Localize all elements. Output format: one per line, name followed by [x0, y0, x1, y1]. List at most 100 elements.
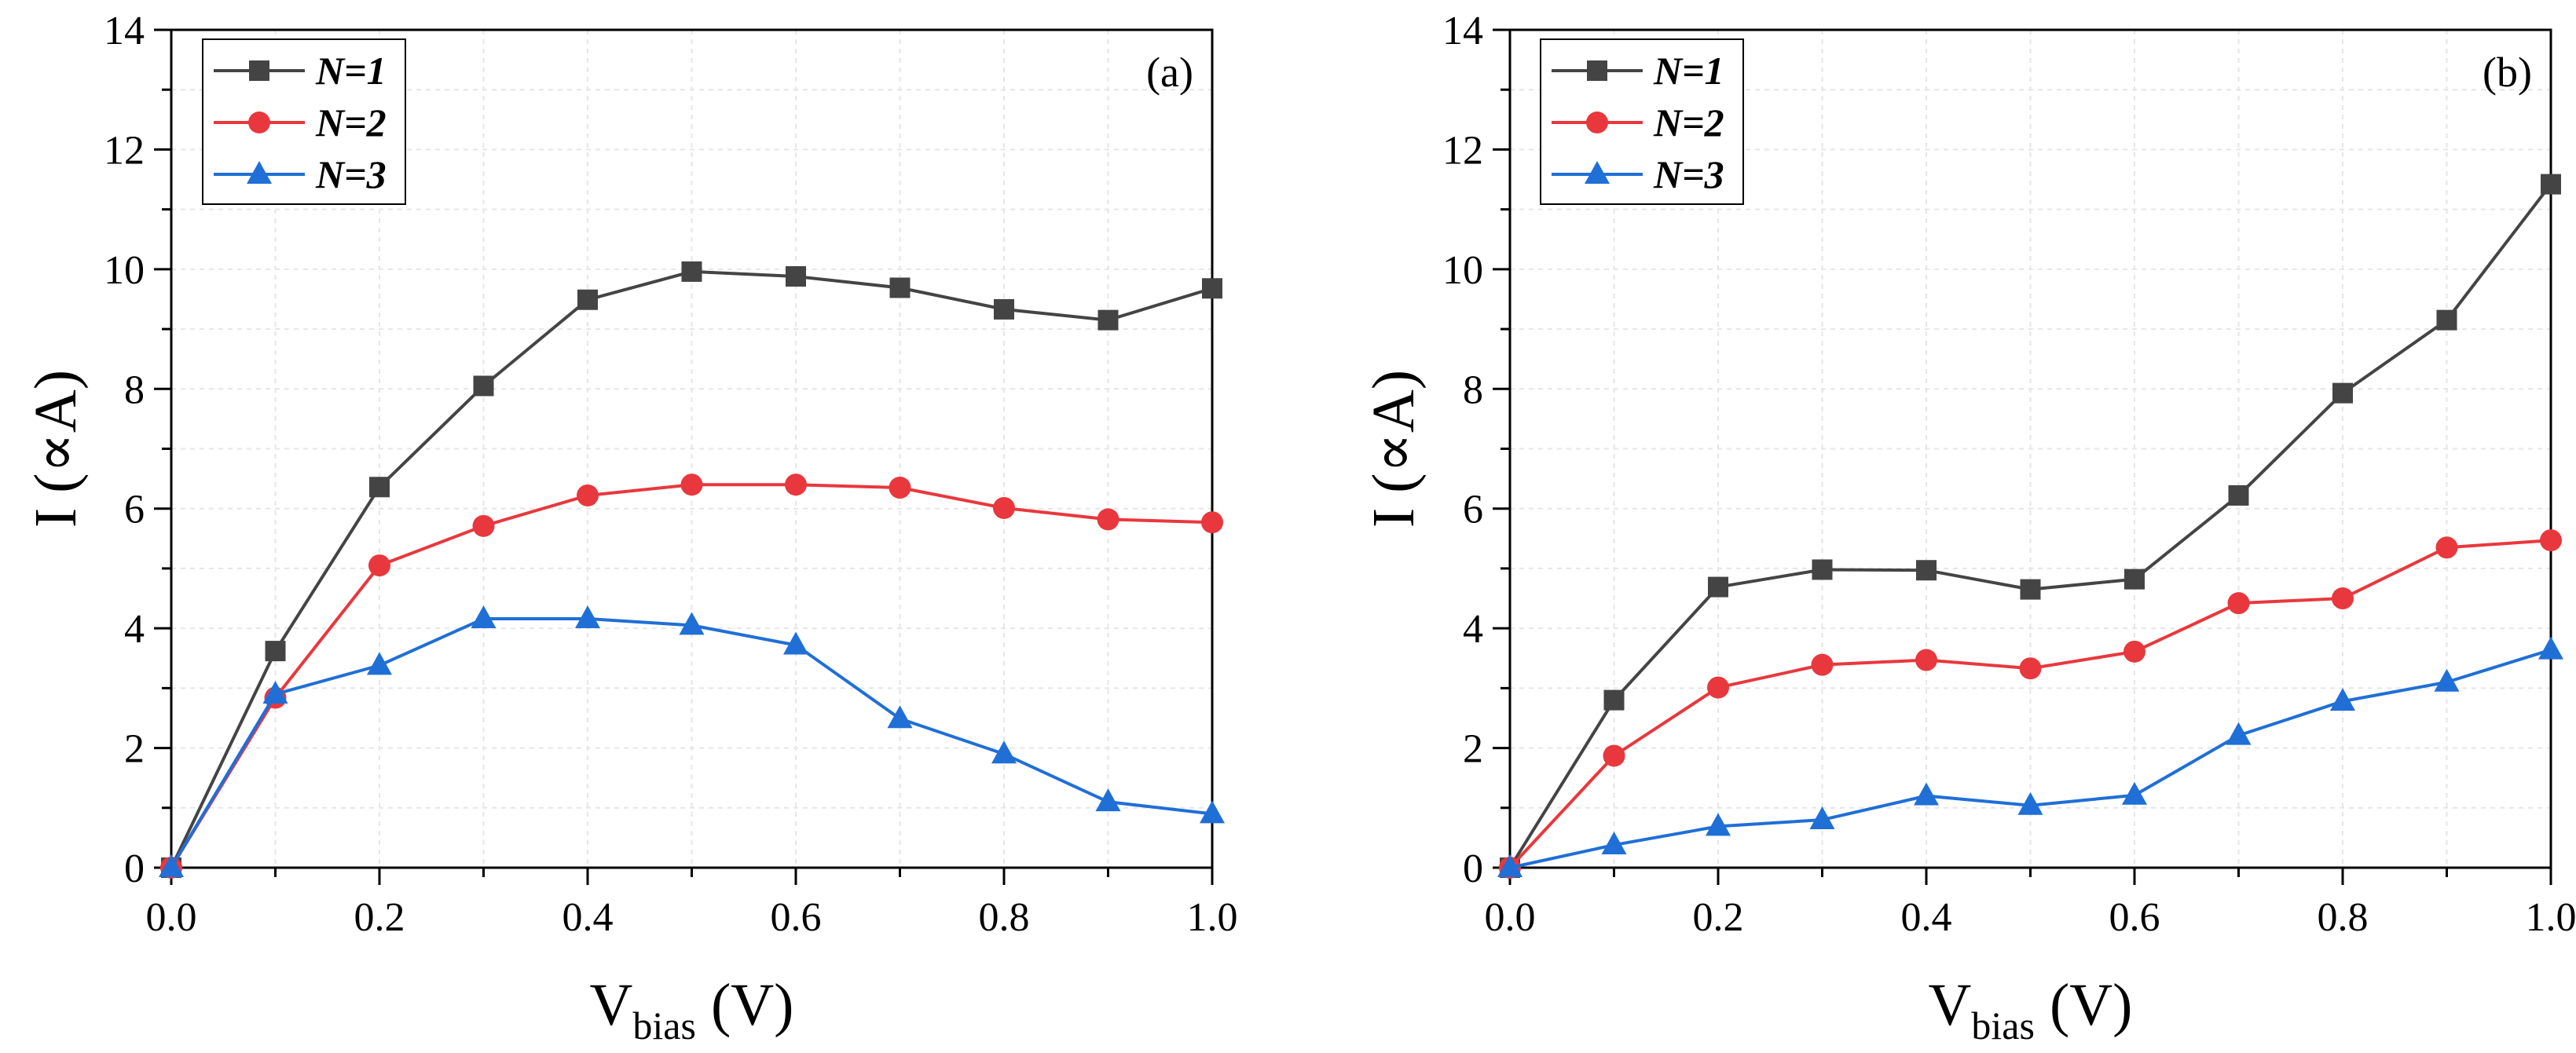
data-point: [575, 605, 600, 628]
data-point: [2330, 688, 2355, 711]
x-tick-label: 1.0: [1187, 895, 1238, 940]
y-tick-label: 12: [104, 128, 145, 173]
data-point: [786, 266, 806, 287]
x-tick-label: 0.6: [2109, 895, 2160, 940]
data-point: [2124, 569, 2145, 590]
data-point: [471, 605, 497, 628]
data-point: [472, 514, 495, 537]
data-point: [1708, 576, 1728, 598]
y-axis: 0 2 4 6 8 10 12 14: [104, 9, 171, 891]
y-axis-title: I (∝A): [23, 370, 89, 528]
y-tick-label: 0: [1463, 846, 1483, 891]
data-point: [2332, 382, 2353, 404]
data-point: [993, 496, 1015, 519]
x-axis-title-unit: (V): [2035, 972, 2133, 1038]
x-tick-label: 0.6: [771, 895, 822, 940]
data-point: [1809, 806, 1835, 830]
data-point: [473, 375, 494, 397]
y-tick-label: 4: [124, 607, 145, 652]
data-point: [2541, 174, 2561, 195]
data-point: [1603, 689, 1625, 711]
data-point: [2436, 309, 2457, 331]
data-point: [889, 477, 911, 499]
data-point: [1811, 653, 1834, 676]
y-tick-label: 2: [124, 727, 145, 772]
data-point: [2017, 792, 2043, 815]
data-point: [577, 289, 598, 310]
y-tick-label: 8: [124, 367, 145, 412]
legend-label: N=3: [315, 152, 387, 196]
data-point: [1812, 559, 1833, 580]
chart-panel-b: 0.0 0.2 0.4 0.6 0.8 1.0 0 2 4 6 8 10 12 14 I (∝A) Vbias…: [1361, 9, 2576, 1048]
legend-label: N=1: [1653, 49, 1724, 93]
x-tick-label: 1.0: [2526, 895, 2576, 940]
x-tick-label: 0.4: [1901, 895, 1952, 940]
data-point: [2434, 668, 2460, 692]
data-point: [2020, 579, 2041, 600]
y-tick-label: 4: [1463, 607, 1483, 652]
series-n-1: [1500, 174, 2561, 878]
legend-label: N=3: [1653, 152, 1724, 196]
data-point: [2123, 640, 2145, 663]
x-tick-label: 0.4: [562, 895, 614, 940]
data-point: [1603, 744, 1625, 767]
data-point: [889, 277, 911, 298]
x-axis-title: Vbias (V): [1929, 972, 2133, 1048]
legend-marker: [1585, 161, 1610, 184]
data-point: [887, 705, 913, 729]
data-point: [1202, 278, 1222, 299]
data-point: [1097, 508, 1119, 531]
x-tick-label: 0.0: [1485, 895, 1536, 940]
data-point: [1097, 309, 1119, 331]
data-point: [680, 473, 703, 496]
y-tick-label: 6: [124, 488, 145, 532]
x-tick-label: 0.8: [2318, 895, 2369, 940]
legend-marker: [249, 60, 269, 81]
data-point: [1497, 854, 1523, 877]
data-point: [1201, 511, 1223, 534]
series-n-3: [159, 605, 1225, 877]
data-point: [1915, 649, 1937, 671]
y-tick-label: 14: [1442, 9, 1483, 53]
data-point: [2332, 587, 2354, 610]
x-axis: 0.0 0.2 0.4 0.6 0.8 1.0: [1485, 868, 2576, 940]
data-point: [1095, 788, 1121, 812]
data-point: [679, 612, 705, 635]
y-tick-label: 2: [1463, 727, 1483, 772]
legend-marker: [1587, 60, 1607, 81]
legend-label: N=1: [315, 49, 387, 93]
data-point: [1601, 832, 1627, 855]
data-point: [1916, 560, 1937, 581]
data-point: [2122, 781, 2147, 805]
data-point: [2227, 592, 2250, 615]
data-point: [991, 740, 1017, 764]
data-point: [577, 484, 599, 506]
legend: N=1 N=2 N=3: [1540, 38, 1744, 205]
legend-label: N=2: [1653, 101, 1724, 144]
y-tick-label: 10: [1442, 248, 1483, 293]
y-tick-label: 12: [1442, 128, 1483, 173]
y-axis-title: I (∝A): [1361, 370, 1427, 528]
x-axis: 0.0 0.2 0.4 0.6 0.8 1.0: [146, 868, 1238, 940]
y-tick-label: 10: [104, 248, 145, 293]
data-point: [159, 854, 184, 877]
data-point: [994, 298, 1014, 320]
data-point: [2228, 484, 2249, 506]
y-tick-label: 14: [104, 9, 145, 53]
data-point: [785, 473, 807, 496]
series-n-3: [1497, 636, 2563, 877]
legend-marker: [1586, 112, 1608, 133]
y-tick-label: 8: [1463, 367, 1483, 412]
legend: N=1 N=2 N=3: [202, 38, 406, 205]
data-point: [2019, 657, 2042, 680]
legend-marker: [247, 161, 272, 184]
data-point: [1914, 782, 1939, 806]
data-point: [1706, 813, 1731, 836]
x-axis-title-sub: bias: [632, 1004, 696, 1048]
panel-label: (b): [2483, 49, 2532, 96]
x-axis-title: Vbias (V): [590, 972, 794, 1048]
y-tick-label: 6: [1463, 488, 1483, 532]
series-n-2: [160, 473, 1223, 879]
series-n-2: [1499, 529, 2562, 879]
